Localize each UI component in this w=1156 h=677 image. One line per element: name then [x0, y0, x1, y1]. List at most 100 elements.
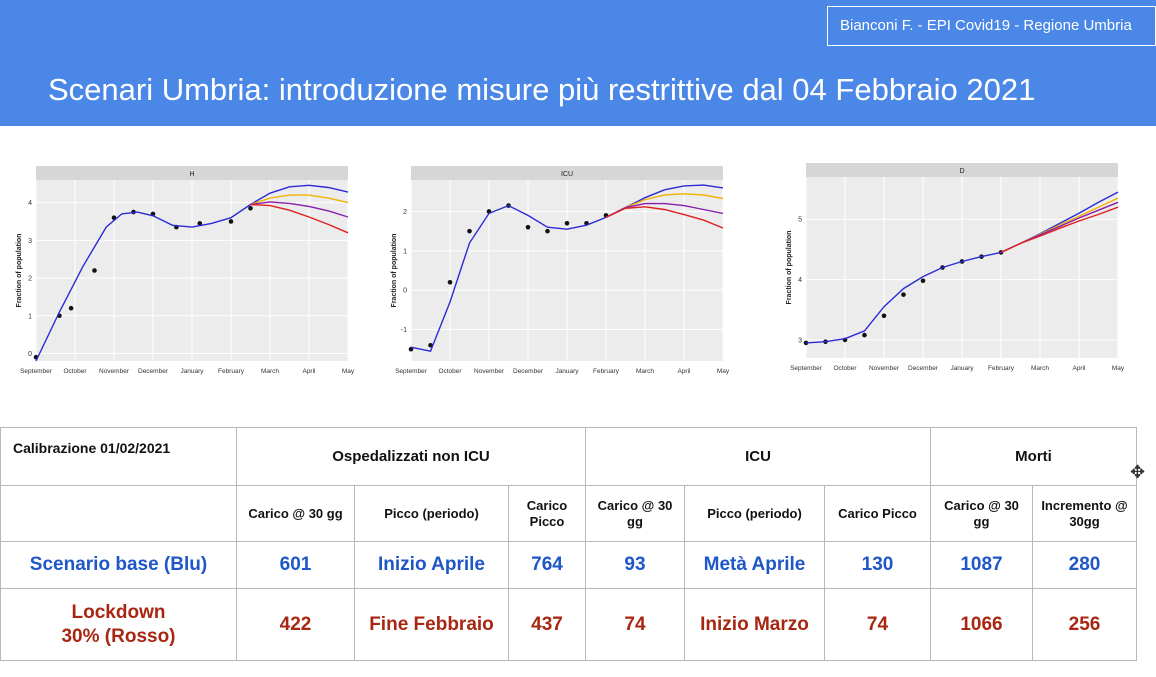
table-cell: 130 — [824, 541, 931, 589]
x-tick-label: April — [1072, 365, 1086, 372]
y-tick-label: 1 — [403, 248, 407, 255]
y-tick-label: 4 — [798, 277, 802, 284]
observed-point — [68, 305, 74, 311]
x-tick-label: January — [950, 365, 974, 372]
table-cell: 74 — [824, 588, 931, 661]
series-line — [805, 191, 1119, 344]
observed-point — [467, 228, 472, 234]
table-cell: 256 — [1032, 588, 1137, 661]
table-cell: 601 — [236, 541, 355, 589]
x-tick-label: January — [180, 368, 204, 375]
observed-point — [447, 280, 453, 285]
y-tick-label: 0 — [403, 288, 407, 295]
table-cell: Fine Febbraio — [354, 588, 509, 661]
table-cell: 280 — [1032, 541, 1137, 589]
x-tick-label: December — [513, 368, 544, 375]
facet-strip — [411, 166, 723, 180]
y-tick-label: 2 — [403, 209, 407, 216]
calibrazione-cell: Calibrazione 01/02/2021 — [0, 427, 237, 486]
series-line — [410, 184, 724, 353]
observed-point — [525, 224, 531, 230]
facet-title: D — [959, 168, 964, 175]
subheader-cell: Picco (periodo) — [354, 485, 509, 542]
table-cell: 437 — [508, 588, 586, 661]
chart-svg: H 0 1 2 3 4 September October November December Ja… — [16, 166, 355, 375]
subheader-cell: Carico Picco — [824, 485, 931, 542]
x-tick-label: September — [790, 365, 823, 372]
x-tick-label: November — [869, 365, 900, 372]
y-axis-label: Fraction of population — [391, 234, 398, 308]
x-tick-label: November — [99, 368, 130, 375]
y-tick-label: 2 — [28, 276, 32, 283]
chart-icu: ICU -1 0 1 2 September October November December… — [385, 158, 735, 383]
x-tick-label: October — [438, 368, 462, 375]
observed-point — [881, 313, 887, 319]
subheader-cell: Picco (periodo) — [684, 485, 825, 542]
subheader-cell: Carico @ 30 gg — [930, 485, 1033, 542]
x-tick-label: April — [677, 368, 691, 375]
x-tick-label: April — [302, 368, 316, 375]
series-line — [1000, 206, 1119, 254]
table-cell: 93 — [585, 541, 685, 589]
observed-point — [920, 278, 926, 284]
y-tick-label: 0 — [28, 351, 32, 358]
table-cell: 764 — [508, 541, 586, 589]
x-tick-label: November — [474, 368, 505, 375]
group-header-morti: Morti — [930, 427, 1137, 486]
series-line — [605, 206, 724, 229]
x-tick-label: February — [593, 368, 620, 375]
x-tick-label: October — [833, 365, 857, 372]
subheader-cell: Carico @ 30 gg — [585, 485, 685, 542]
y-tick-label: -1 — [401, 327, 407, 334]
row-label: Lockdown 30% (Rosso) — [0, 588, 237, 661]
x-tick-label: December — [908, 365, 939, 372]
subheader-cell: Incremento @ 30gg — [1032, 485, 1137, 542]
y-tick-label: 1 — [28, 313, 32, 320]
x-tick-label: March — [1031, 365, 1049, 372]
chart-svg: ICU -1 0 1 2 September October November December… — [391, 166, 730, 375]
table-cell: 1087 — [930, 541, 1033, 589]
group-header-icu: ICU — [585, 427, 931, 486]
slide-header: Bianconi F. - EPI Covid19 - Regione Umbr… — [0, 0, 1156, 126]
x-tick-label: October — [63, 368, 87, 375]
table-cell: 74 — [585, 588, 685, 661]
y-tick-label: 3 — [28, 238, 32, 245]
x-tick-label: September — [20, 368, 53, 375]
observed-point — [901, 292, 906, 297]
x-tick-label: September — [395, 368, 428, 375]
table-cell: Inizio Marzo — [684, 588, 825, 661]
observed-point — [862, 332, 867, 338]
x-tick-label: May — [1112, 365, 1125, 372]
y-axis-label: Fraction of population — [16, 234, 23, 308]
observed-point — [92, 268, 97, 273]
subheader-cell: Carico Picco — [508, 485, 586, 542]
facet-strip — [806, 163, 1118, 177]
observed-point — [545, 228, 550, 234]
series-line — [605, 202, 724, 219]
chart-svg: D 3 4 5 September October November December Janu… — [786, 163, 1125, 372]
facet-title: H — [189, 171, 194, 178]
y-tick-label: 3 — [798, 337, 802, 344]
y-tick-label: 5 — [798, 217, 802, 224]
table-subheader-row: Carico @ 30 gg Picco (periodo) Carico Pi… — [0, 485, 1137, 542]
scenario-table: Calibrazione 01/02/2021 Ospedalizzati no… — [0, 427, 1137, 661]
table-cell: Metà Aprile — [684, 541, 825, 589]
group-header-ospedalizzati: Ospedalizzati non ICU — [236, 427, 586, 486]
row-label-text: Lockdown 30% (Rosso) — [61, 601, 176, 647]
x-tick-label: January — [555, 368, 579, 375]
empty-cell — [0, 485, 237, 542]
x-tick-label: February — [218, 368, 245, 375]
table-row-scenario-base: Scenario base (Blu) 601 Inizio Aprile 76… — [0, 541, 1137, 589]
subheader-cell: Carico @ 30 gg — [236, 485, 355, 542]
observed-point — [803, 340, 809, 346]
y-axis-label: Fraction of population — [786, 231, 793, 305]
slide-title: Scenari Umbria: introduzione misure più … — [48, 72, 1036, 107]
author-label: Bianconi F. - EPI Covid19 - Regione Umbr… — [827, 6, 1156, 46]
x-tick-label: February — [988, 365, 1015, 372]
x-tick-label: March — [636, 368, 654, 375]
table-group-header-row: Calibrazione 01/02/2021 Ospedalizzati no… — [0, 427, 1137, 486]
x-tick-label: May — [342, 368, 355, 375]
x-tick-label: May — [717, 368, 730, 375]
y-tick-label: 4 — [28, 200, 32, 207]
table-cell: 422 — [236, 588, 355, 661]
